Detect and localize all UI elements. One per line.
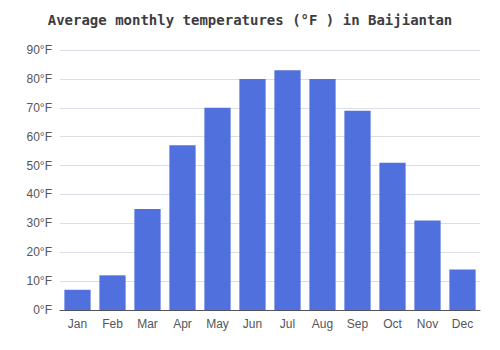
- svg-text:90°F: 90°F: [27, 43, 52, 57]
- svg-text:May: May: [206, 317, 229, 331]
- svg-text:Dec: Dec: [452, 317, 473, 331]
- svg-text:Oct: Oct: [383, 317, 402, 331]
- svg-text:50°F: 50°F: [27, 159, 52, 173]
- svg-text:30°F: 30°F: [27, 216, 52, 230]
- svg-text:60°F: 60°F: [27, 130, 52, 144]
- svg-text:Jan: Jan: [68, 317, 87, 331]
- svg-text:Sep: Sep: [347, 317, 369, 331]
- svg-text:Jun: Jun: [243, 317, 262, 331]
- svg-text:Aug: Aug: [312, 317, 333, 331]
- svg-text:20°F: 20°F: [27, 245, 52, 259]
- svg-text:Feb: Feb: [102, 317, 123, 331]
- svg-text:Nov: Nov: [417, 317, 438, 331]
- svg-text:80°F: 80°F: [27, 72, 52, 86]
- svg-text:40°F: 40°F: [27, 187, 52, 201]
- svg-text:Mar: Mar: [137, 317, 158, 331]
- svg-text:10°F: 10°F: [27, 274, 52, 288]
- svg-text:Jul: Jul: [280, 317, 295, 331]
- svg-text:Apr: Apr: [173, 317, 192, 331]
- svg-text:Average monthly temperatures (: Average monthly temperatures (°F ) in Ba…: [48, 12, 453, 28]
- svg-text:70°F: 70°F: [27, 101, 52, 115]
- svg-text:0°F: 0°F: [33, 303, 52, 317]
